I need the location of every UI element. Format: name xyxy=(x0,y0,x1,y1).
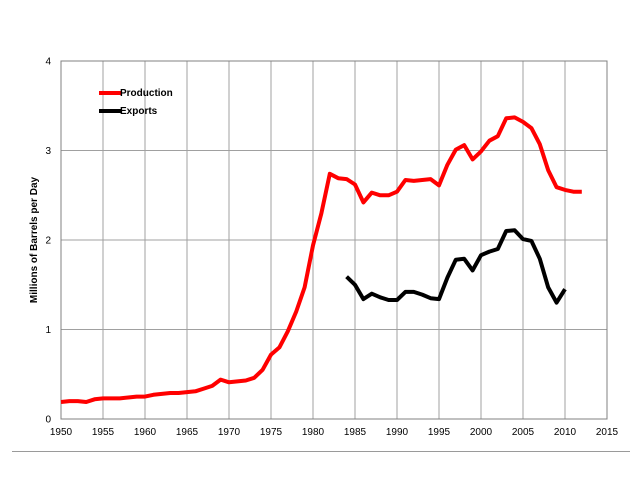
bottom-divider xyxy=(12,451,630,452)
x-tick-label: 1990 xyxy=(386,427,409,438)
x-axis-tick-labels: 1950 1955 1960 1965 1970 1975 1980 1985 1990 1995… xyxy=(50,427,619,438)
y-tick-label: 3 xyxy=(45,146,51,157)
x-tick-label: 2005 xyxy=(512,427,535,438)
series-line-production xyxy=(60,115,582,404)
y-axis-title: Millions of Barrels per Day xyxy=(29,176,40,303)
x-tick-label: 1955 xyxy=(92,427,115,438)
x-tick-label: 1995 xyxy=(428,427,451,438)
x-tick-label: 1970 xyxy=(218,427,241,438)
plot-area-frame xyxy=(60,60,608,420)
y-axis-tick-labels: 0 1 2 3 4 xyxy=(45,57,51,426)
legend: Production Exports xyxy=(99,88,173,117)
y-tick-label: 4 xyxy=(45,57,51,68)
x-tick-label: 2015 xyxy=(596,427,619,438)
y-tick-label: 1 xyxy=(45,325,51,336)
x-tick-label: 2000 xyxy=(470,427,493,438)
x-tick-label: 1980 xyxy=(302,427,325,438)
x-tick-label: 1960 xyxy=(134,427,157,438)
x-tick-label: 1975 xyxy=(260,427,283,438)
x-tick-label: 1985 xyxy=(344,427,367,438)
legend-label-exports: Exports xyxy=(120,106,158,117)
y-tick-label: 0 xyxy=(45,415,51,426)
x-tick-label: 1965 xyxy=(176,427,199,438)
x-tick-label: 2010 xyxy=(554,427,577,438)
legend-label-production: Production xyxy=(120,88,173,99)
y-tick-label: 2 xyxy=(45,236,51,247)
series-line-exports xyxy=(345,228,567,305)
x-tick-label: 1950 xyxy=(50,427,73,438)
series-lines xyxy=(60,115,582,404)
